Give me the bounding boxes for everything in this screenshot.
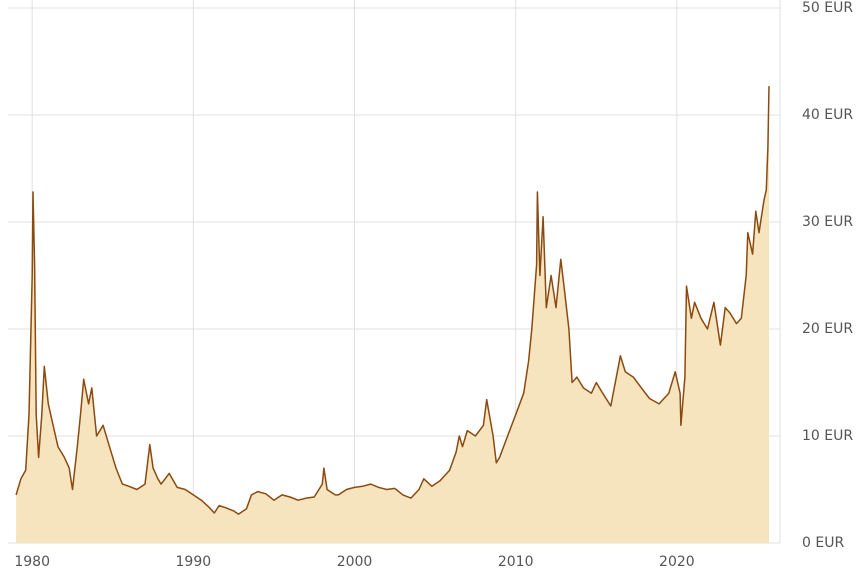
x-tick-label: 1980 xyxy=(14,554,50,570)
y-tick-label: 10 EUR xyxy=(802,428,853,444)
y-tick-label: 0 EUR xyxy=(802,535,844,551)
y-tick-label: 30 EUR xyxy=(802,214,853,230)
y-tick-label: 20 EUR xyxy=(802,321,853,337)
y-tick-label: 50 EUR xyxy=(802,0,853,16)
x-tick-label: 1990 xyxy=(176,554,212,570)
x-tick-label: 2000 xyxy=(337,554,373,570)
x-tick-label: 2020 xyxy=(659,554,695,570)
price-line xyxy=(15,86,770,515)
y-tick-label: 40 EUR xyxy=(802,107,853,123)
x-tick-label: 2010 xyxy=(498,554,534,570)
area-fill xyxy=(16,86,770,543)
